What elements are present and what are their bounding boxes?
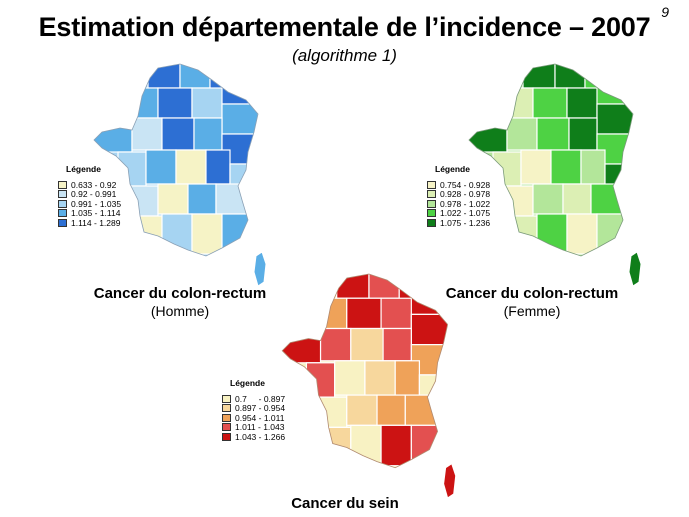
legend-label: 1.035 - 1.114 [71,208,121,219]
legend-item: 1.043 - 1.266 [222,432,285,442]
slide-title: Estimation départementale de l’incidence… [38,12,651,42]
legend-label: 0.92 - 0.991 [71,189,117,200]
legend-label: 1.114 - 1.289 [71,217,121,228]
slide-subtitle: (algorithme 1) [292,46,397,65]
legend-item: 0.633 - 0.92 [58,180,121,190]
legend-item: 0.978 - 1.022 [427,199,490,209]
map-colon-rectum-femme [458,60,658,290]
legend-label: 0.928 - 0.978 [440,189,491,200]
legend-swatch [58,190,67,199]
france-map-homme [93,63,267,287]
map-colon-rectum-homme [88,60,278,290]
legend-swatch [222,404,231,413]
legend-label: 0.991 - 1.035 [71,198,122,209]
legend-label: 1.043 - 1.266 [235,431,286,442]
legend-item: 0.754 - 0.928 [427,180,490,190]
legend-label: 0.954 - 1.011 [235,412,285,423]
legend-label: 0.633 - 0.92 [71,179,117,190]
legend-homme: Légende 0.633 - 0.92 0.92 - 0.991 0.991 … [58,164,121,228]
legend-item: 0.897 - 0.954 [222,403,286,414]
caption-femme: Cancer du colon-rectum (Femme) [432,285,632,319]
legend-swatch [427,180,436,189]
legend-swatch [222,423,231,432]
caption-title: Cancer du colon-rectum [445,285,619,302]
legend-item: 0.991 - 1.035 [58,199,121,209]
legend-item: 0.928 - 0.978 [427,189,491,200]
legend-label: 0.7 - 0.897 [235,393,286,404]
caption-subtitle: (Femme) [503,303,561,319]
legend-item: 0.954 - 1.011 [222,413,285,423]
legend-swatch [222,432,231,441]
legend-title: Légende [230,378,265,388]
legend-swatch [58,209,67,218]
legend-swatch [222,413,231,422]
legend-label: 1.075 - 1.236 [440,217,491,228]
legend-item: 1.114 - 1.289 [58,218,121,228]
legend-swatch [222,394,231,403]
legend-item: 1.035 - 1.114 [58,208,121,219]
legend-label: 0.754 - 0.928 [440,179,491,190]
legend-swatch [427,199,436,208]
legend-label: 0.897 - 0.954 [235,403,286,414]
legend-swatch [58,180,67,189]
legend-swatch [427,190,436,199]
legend-title: Légende [435,164,470,174]
legend-swatch [427,209,436,218]
caption-homme: Cancer du colon-rectum (Homme) [80,285,280,319]
legend-label: 0.978 - 1.022 [440,198,491,209]
legend-item: 1.075 - 1.236 [427,218,490,228]
legend-item: 0.92 - 0.991 [58,189,121,200]
legend-item: 1.022 - 1.075 [427,208,491,219]
caption-title: Cancer du colon-rectum [93,285,267,302]
caption-sein: Cancer du sein [245,495,445,512]
legend-label: 1.022 - 1.075 [440,208,491,219]
legend-item: 1.011 - 1.043 [222,422,285,433]
legend-swatch [427,218,436,227]
caption-subtitle: (Homme) [150,303,210,319]
legend-swatch [58,218,67,227]
legend-swatch [58,199,67,208]
legend-femme: Légende 0.754 - 0.928 0.928 - 0.978 0.97… [427,164,490,228]
legend-title: Légende [66,164,101,174]
map-cancer-sein [272,270,472,502]
france-map-femme [468,63,642,287]
france-map-sein [281,273,457,499]
page-number: 9 [661,4,669,20]
caption-title: Cancer du sein [291,495,399,512]
legend-item: 0.7 - 0.897 [222,394,285,404]
legend-sein: Légende 0.7 - 0.897 0.897 - 0.954 0.954 … [222,378,285,442]
legend-label: 1.011 - 1.043 [235,422,285,433]
